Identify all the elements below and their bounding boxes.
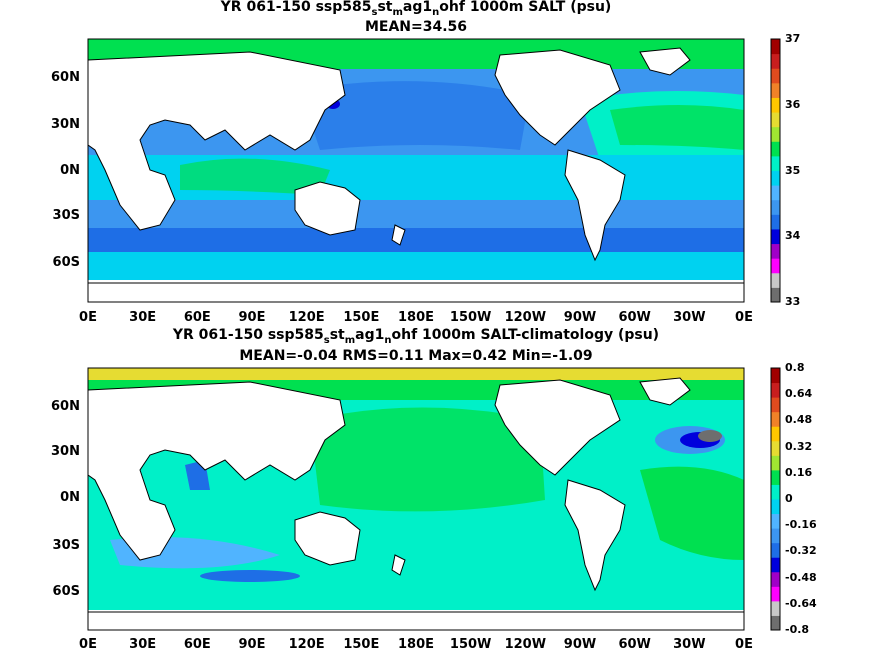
colorbar-tick-label: 0 <box>785 492 793 505</box>
colorbar-swatch <box>771 82 780 98</box>
lat-label: 0N <box>60 163 80 178</box>
lon-label: 150E <box>343 310 380 325</box>
colorbar-tick-label: 0.16 <box>785 465 813 479</box>
lat-label: 60S <box>52 255 80 270</box>
colorbar-frame <box>770 38 781 303</box>
lon-label: 60E <box>183 310 211 325</box>
lon-label: 90E <box>238 637 266 652</box>
lat-label: 60S <box>52 584 80 599</box>
colorbar-tick-label: 33 <box>785 295 801 308</box>
colorbar-swatch <box>771 214 780 230</box>
lon-label: 30E <box>129 637 157 652</box>
colorbar-tick-label: 36 <box>785 97 801 111</box>
lon-label: 150W <box>449 310 492 325</box>
lon-label: 0E <box>79 310 97 325</box>
lon-label: 30W <box>673 637 706 652</box>
lon-label: 0E <box>735 310 753 325</box>
lon-label: 150W <box>449 637 492 652</box>
colorbar-swatch <box>771 185 780 201</box>
lat-label: 30S <box>52 538 80 553</box>
colorbar-tick-label: 0.8 <box>785 361 805 374</box>
colorbar-swatch <box>771 53 780 69</box>
lat-label: 60N <box>51 70 80 85</box>
lon-label: 60W <box>618 310 651 325</box>
top-map-mean: MEAN=34.56 <box>364 19 468 35</box>
bottom-map-title: YR 061-150 ssp585sstmag1nohf 1000m SALT-… <box>172 327 660 346</box>
lon-label: 0E <box>79 637 97 652</box>
colorbar-swatch <box>771 228 780 245</box>
colorbar-swatch <box>771 484 780 500</box>
colorbar-swatch <box>771 513 780 529</box>
colorbar-swatch <box>771 199 780 215</box>
lon-label: 60W <box>618 637 651 652</box>
lat-label: 30S <box>52 208 80 223</box>
colorbar-swatch <box>771 469 780 485</box>
colorbar-swatch <box>771 528 780 544</box>
colorbar-swatch <box>771 368 780 384</box>
bottom-colorbar <box>770 367 781 631</box>
lon-label: 90E <box>238 310 266 325</box>
lon-label: 150E <box>343 637 380 652</box>
lon-label: 120W <box>504 310 547 325</box>
bottom-map-stats: MEAN=-0.04 RMS=0.11 Max=0.42 Min=-1.09 <box>239 348 593 364</box>
colorbar-tick-label: 0.48 <box>785 413 813 427</box>
colorbar-swatch <box>771 68 780 84</box>
lon-label: 60E <box>183 637 211 652</box>
colorbar-swatch <box>771 39 780 55</box>
colorbar-swatch <box>771 97 780 113</box>
lon-label: 180E <box>397 310 435 325</box>
lon-label: 120E <box>288 637 325 652</box>
colorbar-swatch <box>771 126 780 142</box>
colorbar-swatch <box>771 141 780 157</box>
colorbar-swatch <box>771 170 780 186</box>
colorbar-tick-label: 0.32 <box>785 439 813 453</box>
colorbar-swatch <box>771 440 780 456</box>
lat-label: 60N <box>51 399 80 414</box>
colorbar-swatch <box>771 542 780 558</box>
colorbar-swatch <box>771 426 780 442</box>
lon-label: 0E <box>735 637 753 652</box>
lon-label: 180E <box>397 637 435 652</box>
colorbar-swatch <box>771 455 780 471</box>
colorbar-tick-label: 35 <box>785 163 801 177</box>
colorbar-frame <box>770 367 781 631</box>
lon-label: 30W <box>673 310 706 325</box>
colorbar-swatch <box>771 382 780 398</box>
colorbar-swatch <box>771 272 780 288</box>
lat-label: 30N <box>51 444 80 459</box>
colorbar-tick-label: -0.32 <box>785 544 817 558</box>
top-map-title: YR 061-150 ssp585sstmag1nohf 1000m SALT … <box>220 0 612 18</box>
colorbar-swatch <box>771 243 780 259</box>
colorbar-swatch <box>771 586 780 602</box>
colorbar-swatch <box>771 287 780 303</box>
colorbar-tick-label: -0.64 <box>785 596 817 610</box>
colorbar-tick-label: 0.64 <box>785 387 813 401</box>
colorbar-tick-label: 37 <box>785 32 801 45</box>
lon-label: 30E <box>129 310 157 325</box>
colorbar-tick-label: -0.8 <box>785 623 810 636</box>
colorbar-swatch <box>771 600 780 616</box>
colorbar-swatch <box>771 112 780 128</box>
colorbar-tick-label: -0.16 <box>785 518 817 532</box>
colorbar-swatch <box>771 155 780 171</box>
lon-label: 120W <box>504 637 547 652</box>
colorbar-swatch <box>771 411 780 427</box>
colorbar-swatch <box>771 557 780 573</box>
colorbar-swatch <box>771 571 780 587</box>
lon-label: 90W <box>563 310 597 325</box>
colorbar-swatch <box>771 499 780 515</box>
colorbar-tick-label: -0.48 <box>785 570 817 584</box>
lat-label: 30N <box>51 117 80 132</box>
top-colorbar <box>770 38 781 303</box>
colorbar-swatch <box>771 397 780 413</box>
colorbar-swatch <box>771 615 780 631</box>
lon-label: 90W <box>563 637 597 652</box>
colorbar-tick-label: 34 <box>785 229 801 243</box>
colorbar-swatch <box>771 258 780 274</box>
lon-label: 120E <box>288 310 325 325</box>
lat-label: 0N <box>60 490 80 505</box>
